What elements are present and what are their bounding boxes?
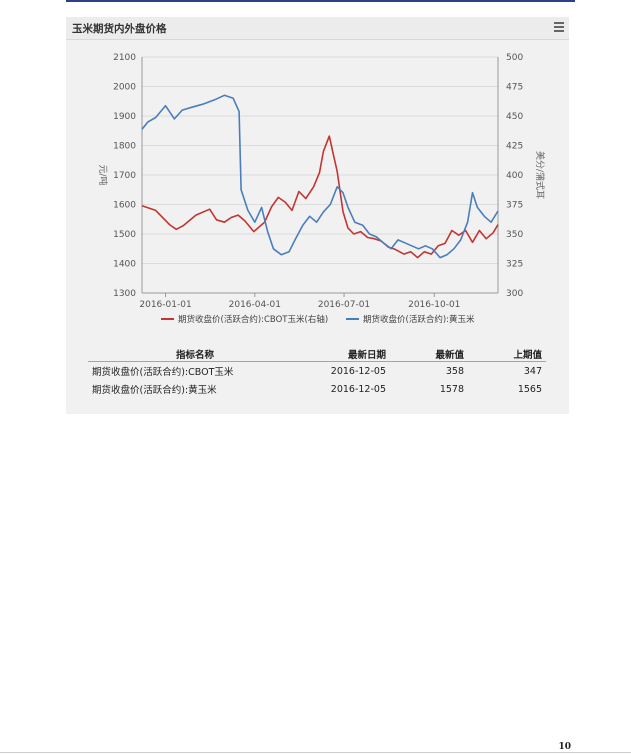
header-date: 最新日期 [302, 346, 390, 362]
series-line-0 [141, 135, 499, 259]
y-right-tick-label: 325 [506, 260, 523, 270]
panel-title: 玉米期货内外盘价格 [72, 23, 167, 35]
y-right-tick-label: 450 [506, 112, 523, 122]
x-tick-label: 2016-07-01 [318, 300, 370, 310]
y-left-tick-label: 1900 [113, 112, 136, 122]
y-right-tick-label: 400 [506, 171, 523, 181]
x-tick-label: 2016-10-01 [408, 300, 460, 310]
indicator-table: 指标名称 最新日期 最新值 上期值 期货收盘价(活跃合约):CBOT玉米 201… [88, 346, 546, 398]
y-right-tick-label: 350 [506, 230, 523, 240]
legend-label: 期货收盘价(活跃合约):黄玉米 [363, 314, 475, 325]
y-left-tick-label: 1500 [113, 230, 136, 240]
row-name: 期货收盘价(活跃合约):黄玉米 [92, 385, 217, 396]
y-right-tick-label: 300 [506, 289, 523, 299]
row-previous: 1565 [517, 383, 542, 395]
legend-label: 期货收盘价(活跃合约):CBOT玉米(右轴) [178, 314, 328, 325]
panel-header: 玉米期货内外盘价格 [66, 17, 569, 40]
y-left-tick-label: 1300 [113, 289, 136, 299]
row-date: 2016-12-05 [330, 365, 386, 377]
y-left-tick-label: 1400 [113, 260, 136, 270]
y-right-tick-label: 475 [506, 83, 523, 93]
bottom-rule [0, 752, 631, 753]
series-line-1 [141, 94, 499, 259]
y-right-axis-label: 美分/蒲式耳 [534, 151, 546, 199]
row-name: 期货收盘价(活跃合约):CBOT玉米 [92, 367, 234, 378]
table-row: 期货收盘价(活跃合约):CBOT玉米 2016-12-05 358 347 [88, 362, 546, 381]
header-previous: 上期值 [468, 346, 546, 362]
y-left-axis-label: 元/吨 [97, 164, 109, 185]
y-left-tick-label: 2100 [113, 53, 136, 63]
row-latest: 358 [445, 365, 464, 377]
x-tick-label: 2016-01-01 [139, 300, 191, 310]
table-row: 期货收盘价(活跃合约):黄玉米 2016-12-05 1578 1565 [88, 380, 546, 398]
line-chart: 1300 1400 1500 1600 1700 1800 1900 2000 2100 300 3… [97, 53, 546, 325]
row-date: 2016-12-05 [330, 383, 386, 395]
page-number: 10 [558, 742, 571, 752]
y-right-tick-label: 500 [506, 53, 523, 63]
table-header-row: 指标名称 最新日期 最新值 上期值 [88, 346, 546, 362]
hamburger-menu-icon[interactable] [554, 22, 564, 32]
y-left-tick-label: 1800 [113, 142, 136, 152]
row-latest: 1578 [439, 383, 464, 395]
x-tick-label: 2016-04-01 [229, 300, 281, 310]
y-right-tick-label: 375 [506, 201, 523, 211]
header-name: 指标名称 [88, 346, 302, 362]
y-left-tick-label: 1600 [113, 201, 136, 211]
y-left-tick-label: 2000 [113, 83, 136, 93]
y-left-tick-label: 1700 [113, 171, 136, 181]
header-latest: 最新值 [390, 346, 468, 362]
y-right-tick-label: 425 [506, 142, 523, 152]
row-previous: 347 [523, 365, 542, 377]
top-rule [66, 0, 575, 2]
